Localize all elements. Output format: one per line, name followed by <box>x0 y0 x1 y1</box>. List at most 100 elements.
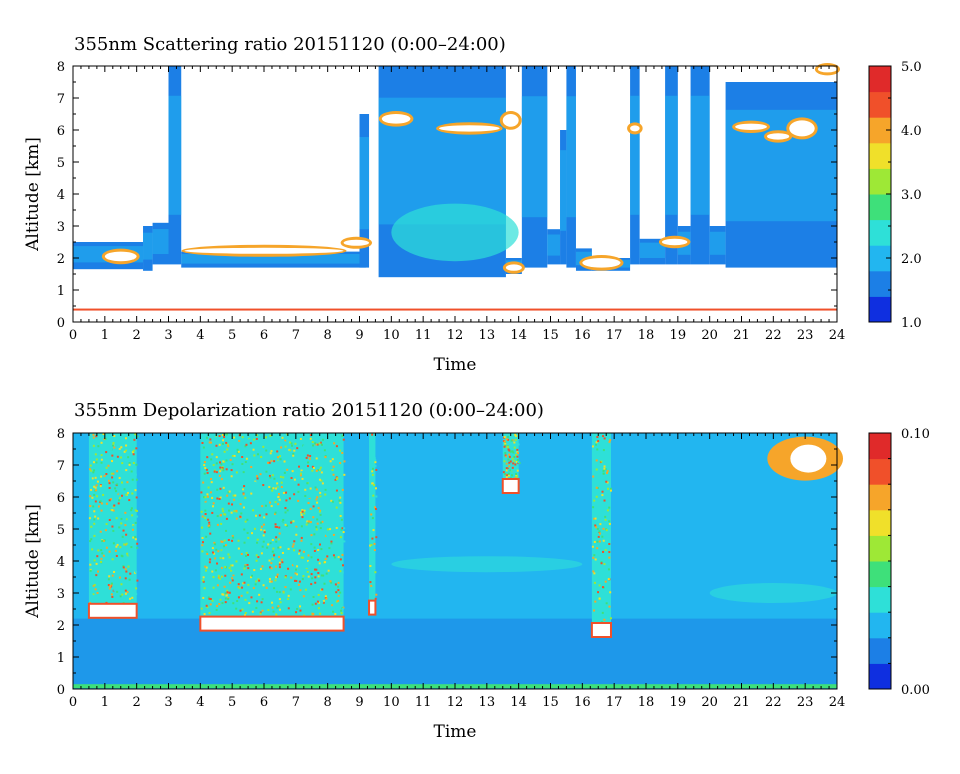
depol-speckle <box>113 504 116 507</box>
y-tick-label: 4 <box>57 555 65 570</box>
depol-speckle <box>231 455 234 458</box>
depol-column-base <box>199 615 345 632</box>
depol-speckle <box>370 505 373 508</box>
depol-speckle <box>207 486 210 489</box>
y-tick-label: 5 <box>57 523 65 538</box>
depol-speckle <box>99 500 102 503</box>
depol-speckle <box>284 523 287 526</box>
depol-speckle <box>369 565 372 568</box>
depol-speckle <box>93 485 96 488</box>
depol-speckle <box>278 455 281 458</box>
depol-speckle <box>505 462 508 465</box>
depol-speckle <box>330 581 333 584</box>
depol-speckle <box>242 582 245 585</box>
depol-speckle <box>96 555 99 558</box>
depol-speckle <box>343 460 346 463</box>
depol-speckle <box>609 439 612 442</box>
depol-speckle <box>227 502 230 505</box>
depol-speckle <box>315 457 318 460</box>
depol-speckle <box>593 572 596 575</box>
depol-speckle <box>316 518 319 521</box>
x-tick-label: 14 <box>510 695 527 710</box>
depol-speckle <box>304 534 307 537</box>
depol-speckle <box>337 589 340 592</box>
depol-speckle <box>93 493 96 496</box>
depol-speckle <box>276 573 279 576</box>
depol-speckle <box>216 523 219 526</box>
panel1-title: 355nm Scattering ratio 20151120 (0:00–24… <box>74 34 506 55</box>
depol-speckle <box>236 543 239 546</box>
depol-speckle <box>105 502 108 505</box>
depol-speckle <box>223 548 226 551</box>
depol-speckle <box>240 606 243 609</box>
depol-speckle <box>290 576 293 579</box>
depol-speckle <box>221 593 224 596</box>
depol-speckle <box>324 561 327 564</box>
depol-speckle <box>124 524 127 527</box>
depol-speckle <box>256 477 259 480</box>
depol-speckle <box>91 477 94 480</box>
depol-speckle <box>204 434 207 437</box>
depol-speckle <box>326 534 329 537</box>
depol-speckle <box>229 564 232 567</box>
depol-speckle <box>504 472 507 475</box>
depol-speckle <box>111 476 114 479</box>
depol-speckle <box>240 553 243 556</box>
depol-speckle <box>243 614 246 617</box>
depol-speckle <box>277 460 280 463</box>
depol-speckle <box>110 472 113 475</box>
depol-speckle <box>316 501 319 504</box>
depol-speckle <box>235 607 238 610</box>
depol-speckle <box>593 540 596 543</box>
depol-speckle <box>507 435 510 438</box>
depol-speckle <box>291 564 294 567</box>
x-tick-label: 2 <box>133 328 141 343</box>
depol-speckle <box>504 442 507 445</box>
depol-speckle <box>278 598 281 601</box>
depol-speckle <box>95 498 98 501</box>
depol-speckle <box>122 566 125 569</box>
depol-speckle <box>504 441 507 444</box>
depol-speckle <box>269 434 272 437</box>
depol-speckle <box>255 554 258 557</box>
depol-speckle <box>338 479 341 482</box>
x-tick-label: 11 <box>415 695 432 710</box>
depol-speckle <box>324 456 327 459</box>
depol-speckle <box>108 575 111 578</box>
depol-speckle <box>269 566 272 569</box>
depol-speckle <box>277 456 280 459</box>
depol-speckle <box>271 557 274 560</box>
colorbar-segment <box>869 535 891 562</box>
depol-speckle <box>315 469 318 472</box>
depol-speckle <box>516 436 519 439</box>
depol-speckle <box>281 561 284 564</box>
x-tick-label: 5 <box>228 328 236 343</box>
depol-speckle <box>313 568 316 571</box>
depol-speckle <box>602 527 605 530</box>
x-tick-label: 12 <box>447 328 464 343</box>
depol-speckle <box>247 536 250 539</box>
colorbar-tick-label: 1.0 <box>901 316 922 331</box>
depol-speckle <box>124 491 127 494</box>
depol-speckle <box>215 608 218 611</box>
depol-speckle <box>222 557 225 560</box>
depol-speckle <box>120 599 123 602</box>
scatter-column-core <box>359 137 370 230</box>
depol-speckle <box>305 523 308 526</box>
colorbar-segment <box>869 433 891 460</box>
depol-speckle <box>261 609 264 612</box>
depol-speckle <box>232 576 235 579</box>
depol-speckle <box>125 469 128 472</box>
depol-speckle <box>270 487 273 490</box>
depol-speckle <box>241 586 244 589</box>
depol-speckle <box>595 526 598 529</box>
depol-speckle <box>116 483 119 486</box>
depol-speckle <box>296 565 299 568</box>
depol-speckle <box>317 558 320 561</box>
depol-speckle <box>330 469 333 472</box>
depol-speckle <box>91 548 94 551</box>
depol-speckle <box>100 486 103 489</box>
depol-speckle <box>202 576 205 579</box>
depol-speckle <box>508 461 511 464</box>
y-tick-label: 2 <box>57 252 65 267</box>
